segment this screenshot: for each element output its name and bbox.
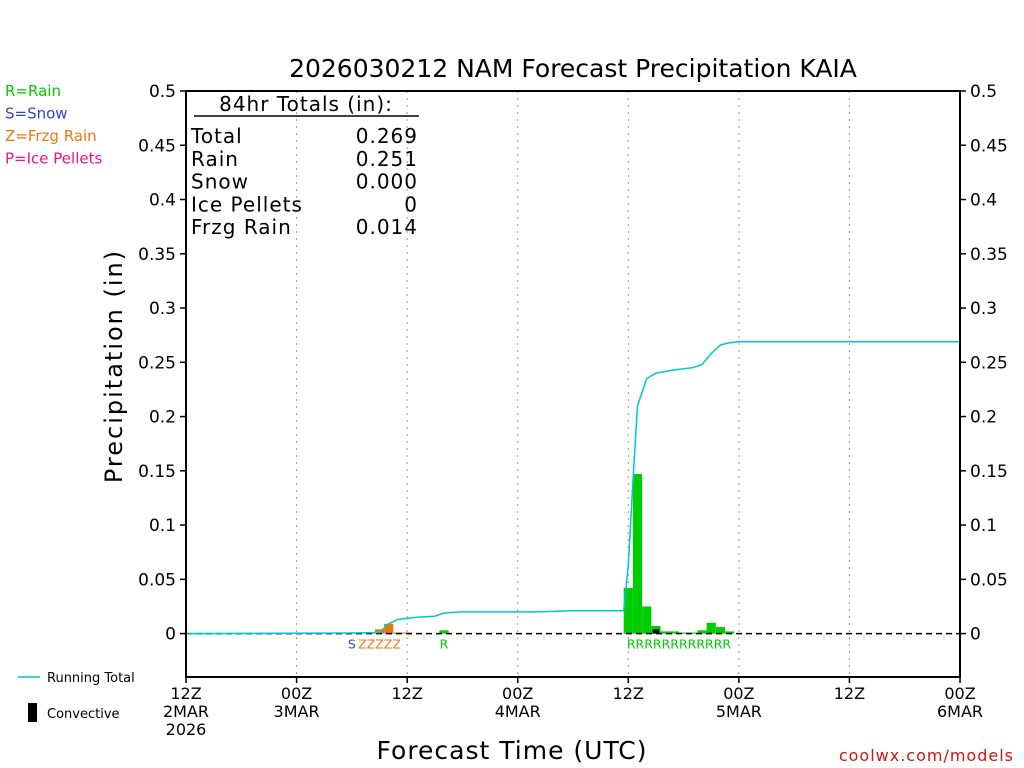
totals-heading: 84hr Totals (in): (219, 92, 393, 116)
precip-bar (632, 474, 643, 634)
y-tick-label: 0.4 (970, 191, 997, 211)
y-axis-right: 0 0.05 0.1 0.15 0.2 0.25 0.3 0.35 0.4 0.45 0.5 (960, 82, 1008, 645)
y-tick-label: 0.3 (149, 299, 176, 319)
plot-frame (185, 90, 961, 678)
y-tick-label: 0.25 (970, 353, 1008, 373)
y-tick-label: 0.05 (138, 570, 176, 590)
precip-type-legend-item: R=Rain (5, 82, 61, 100)
y-tick-label: 0.45 (138, 136, 176, 156)
y-tick-label: 0.25 (138, 353, 176, 373)
precip-type-legend: R=Rain S=Snow Z=Frzg Rain P=Ice Pellets (5, 82, 102, 168)
precip-bar (660, 631, 670, 634)
precip-bar (669, 631, 679, 634)
credit-link[interactable]: coolwx.com/models (839, 746, 1014, 765)
totals-row-value: 0.014 (356, 215, 418, 239)
x-tick-label: 6MAR (937, 702, 983, 721)
totals-row-label: Ice Pellets (191, 192, 303, 216)
x-tick-label: 00Z (723, 684, 754, 703)
totals-row-label: Snow (191, 170, 249, 194)
precip-bar (715, 627, 726, 634)
bottom-legend: Running Total Convective (18, 671, 135, 722)
totals-row-label: Total (190, 124, 243, 148)
precip-type-legend-item: S=Snow (5, 105, 68, 123)
y-tick-label: 0.35 (970, 245, 1008, 265)
y-tick-label: 0.15 (138, 462, 176, 482)
convective-legend-swatch (28, 703, 37, 722)
x-axis-label: Forecast Time (UTC) (377, 736, 648, 765)
y-axis-left: 0 0.05 0.1 0.15 0.2 0.25 0.3 0.35 0.4 0.45 0.5 (138, 82, 186, 645)
totals-row-value: 0.269 (356, 124, 418, 148)
totals-row-label: Rain (191, 147, 239, 171)
precip-type-label: RRRRRRRRRRRR (627, 637, 732, 652)
y-tick-label: 0 (970, 625, 981, 645)
precip-bar (374, 629, 385, 634)
y-tick-label: 0.35 (138, 245, 176, 265)
precip-bar (384, 623, 394, 634)
x-tick-label: 00Z (281, 684, 312, 703)
x-tick-label: 2MAR (163, 702, 209, 721)
totals-row-value: 0.000 (356, 170, 418, 194)
y-tick-label: 0.5 (149, 82, 176, 102)
precip-type-label: R (440, 637, 449, 652)
totals-row-value: 0 (404, 192, 418, 216)
y-tick-label: 0.4 (149, 191, 176, 211)
precip-type-label: S (348, 637, 356, 652)
precip-bar (688, 632, 698, 634)
running-total-legend-label: Running Total (47, 671, 135, 686)
precip-bars (365, 474, 735, 634)
y-tick-label: 0.3 (970, 299, 997, 319)
totals-row-label: Frzg Rain (191, 215, 292, 239)
x-tick-label: 00Z (502, 684, 533, 703)
x-tick-label: 5MAR (716, 702, 762, 721)
x-tick-label: 4MAR (495, 702, 541, 721)
x-tick-label: 2026 (166, 720, 207, 739)
precip-bar (725, 631, 735, 634)
precip-bar (697, 630, 707, 634)
x-tick-label: 00Z (944, 684, 975, 703)
x-tick-label: 12Z (170, 684, 201, 703)
y-tick-label: 0.2 (970, 408, 997, 428)
precip-bar (623, 588, 633, 634)
precip-bar (706, 622, 716, 634)
precip-bar (678, 632, 689, 634)
precip-bar (642, 606, 652, 634)
precip-type-label: ZZZZZ (358, 637, 401, 652)
precip-type-labels: S ZZZZZ R RRRRRRRRRRRR (348, 637, 731, 652)
y-tick-label: 0.05 (970, 570, 1008, 590)
y-tick-label: 0.2 (149, 408, 176, 428)
convective-bar (652, 629, 660, 634)
convective-legend-label: Convective (47, 707, 120, 722)
y-tick-label: 0.15 (970, 462, 1008, 482)
y-tick-label: 0.45 (970, 136, 1008, 156)
chart-title: 2026030212 NAM Forecast Precipitation KA… (289, 54, 857, 83)
x-tick-label: 12Z (391, 684, 422, 703)
y-tick-label: 0.1 (970, 516, 997, 536)
y-tick-label: 0.1 (149, 516, 176, 536)
totals-box: 84hr Totals (in): Total 0.269 Rain 0.251 Sno… (190, 92, 419, 239)
precip-bar (439, 630, 449, 634)
x-tick-label: 12Z (613, 684, 644, 703)
x-tick-label: 3MAR (274, 702, 320, 721)
totals-row-value: 0.251 (356, 147, 418, 171)
y-tick-label: 0 (165, 625, 176, 645)
x-tick-label: 12Z (834, 684, 865, 703)
precip-type-legend-item: P=Ice Pellets (5, 150, 102, 168)
y-axis-label: Precipitation (in) (100, 249, 128, 483)
precip-type-legend-item: Z=Frzg Rain (5, 127, 97, 145)
running-total-line (185, 340, 960, 635)
y-tick-label: 0.5 (970, 82, 997, 102)
